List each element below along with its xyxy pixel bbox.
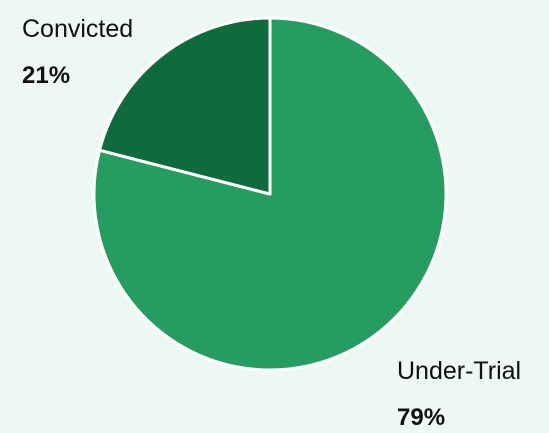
- pie-slice-under-trial: [92, 16, 448, 372]
- slice-value-under-trial: 79%: [397, 404, 445, 431]
- slice-label-convicted: Convicted: [22, 15, 133, 43]
- slice-label-under-trial: Under-Trial: [397, 357, 521, 385]
- slice-value-convicted: 21%: [22, 62, 70, 89]
- pie-slice-convicted: [98, 16, 272, 196]
- pie-slices: [92, 16, 448, 372]
